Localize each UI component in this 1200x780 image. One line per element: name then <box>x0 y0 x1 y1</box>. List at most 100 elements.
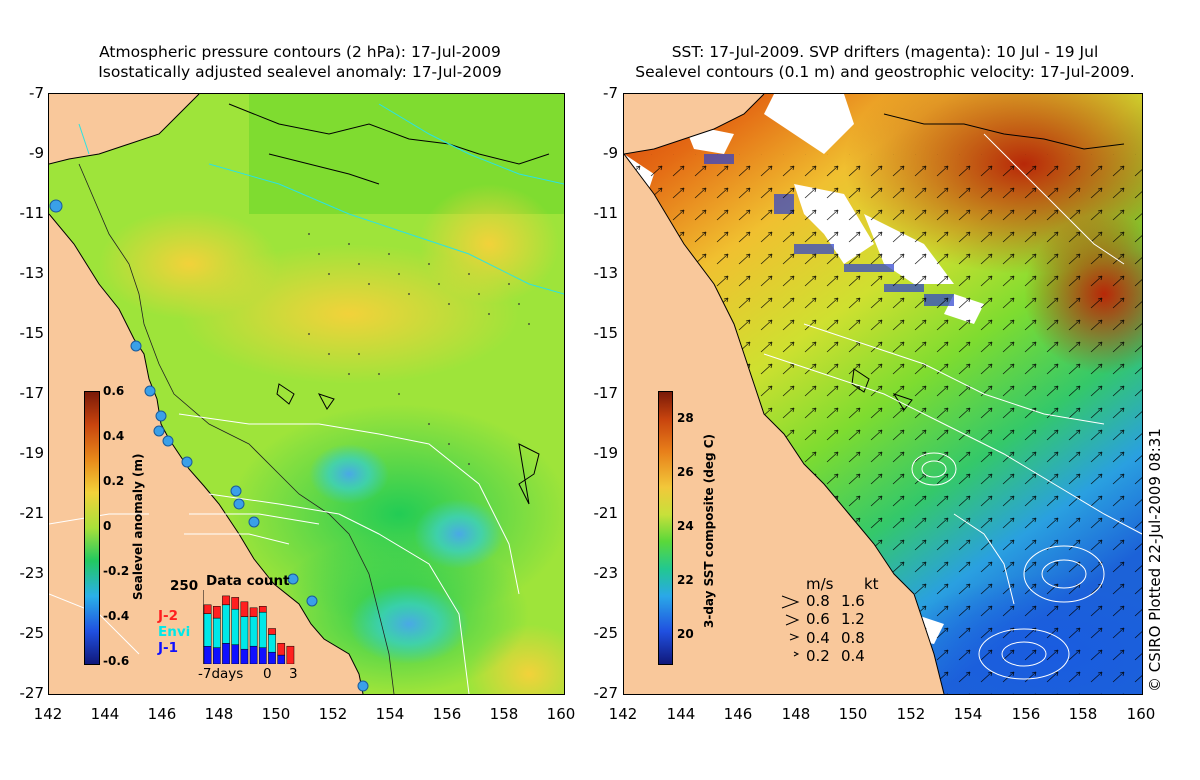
y-tick: -9 <box>603 144 618 162</box>
velocity-kt: 0.4 <box>841 647 865 665</box>
data-count-bars <box>203 590 295 664</box>
y-tick: -21 <box>19 504 45 522</box>
colorbar-tick: -0.4 <box>103 609 130 623</box>
colorbar-tick: 0 <box>103 519 112 533</box>
count-bar-envi <box>240 616 249 650</box>
count-bar-j-1 <box>203 645 212 664</box>
velocity-kt: 1.2 <box>841 610 865 628</box>
y-tick: -7 <box>29 84 44 102</box>
x-tick: 144 <box>666 705 696 723</box>
colorbar-tick: 0.2 <box>103 474 125 488</box>
count-bar-j-1 <box>268 651 276 664</box>
y-tick: -17 <box>19 384 45 402</box>
sealevel-anomaly-map <box>48 93 565 695</box>
velocity-ms: 0.2 <box>806 647 830 665</box>
count-bar-envi <box>268 634 276 653</box>
count-bar-j-1 <box>231 644 240 664</box>
data-count-max: 250 <box>170 578 199 594</box>
y-tick: -9 <box>29 144 44 162</box>
left-title-line2: Isostatically adjusted sealevel anomaly:… <box>98 63 502 81</box>
y-tick: -23 <box>19 564 45 582</box>
y-tick: -11 <box>593 204 619 222</box>
y-tick: -15 <box>19 324 45 342</box>
copyright-text: © CSIRO Plotted 22-Jul-2009 08:31 <box>1146 428 1164 692</box>
x-tick: 156 <box>1011 705 1041 723</box>
sst-map <box>623 93 1143 695</box>
x-tick: 158 <box>489 705 519 723</box>
count-bar-j-2 <box>240 601 249 617</box>
velocity-unit-kt: kt <box>864 575 879 593</box>
y-tick: -25 <box>593 624 619 642</box>
x-tick: 146 <box>723 705 753 723</box>
count-bar-j-2 <box>286 645 295 664</box>
x-tick: 154 <box>953 705 983 723</box>
x-tick: 152 <box>318 705 348 723</box>
x-tick: 148 <box>781 705 811 723</box>
x-label-days: -7days <box>198 666 244 682</box>
x-tick: 148 <box>204 705 234 723</box>
count-bar-envi <box>203 613 212 647</box>
left-map-title: Atmospheric pressure contours (2 hPa): 1… <box>50 42 550 82</box>
y-tick: -23 <box>593 564 619 582</box>
count-bar-j-2 <box>203 604 212 614</box>
colorbar-label: Sealevel anomaly (m) <box>131 453 145 600</box>
colorbar-label: 3-day SST composite (deg C) <box>702 433 716 628</box>
count-bar-j-2 <box>268 628 276 635</box>
x-tick: 142 <box>608 705 638 723</box>
legend-j1: J-1 <box>158 640 179 656</box>
colorbar-tick: 22 <box>677 573 694 587</box>
x-tick: 144 <box>90 705 120 723</box>
count-bar-envi <box>212 617 221 648</box>
y-tick: -19 <box>19 444 45 462</box>
count-bar-envi <box>249 616 258 647</box>
y-tick: -13 <box>593 264 619 282</box>
x-tick: 158 <box>1068 705 1098 723</box>
count-bar-j-2 <box>277 643 286 656</box>
right-title-line1: SST: 17-Jul-2009. SVP drifters (magenta)… <box>671 43 1099 61</box>
colorbar-tick: -0.2 <box>103 564 130 578</box>
colorbar-tick: 20 <box>677 627 694 641</box>
y-tick: -21 <box>593 504 619 522</box>
x-tick: 156 <box>432 705 462 723</box>
x-tick: 154 <box>375 705 405 723</box>
velocity-kt: 1.6 <box>841 592 865 610</box>
x-tick: 142 <box>33 705 63 723</box>
count-bar-j-2 <box>249 607 258 617</box>
count-bar-j-2 <box>231 597 240 610</box>
count-bar-envi <box>231 608 240 645</box>
left-title-line1: Atmospheric pressure contours (2 hPa): 1… <box>99 43 501 61</box>
y-tick: -19 <box>593 444 619 462</box>
colorbar-tick: 0.6 <box>103 384 125 398</box>
x-tick: 150 <box>838 705 868 723</box>
sst-colorbar <box>658 391 673 665</box>
velocity-ms: 0.4 <box>806 629 830 647</box>
colorbar-tick: 26 <box>677 465 694 479</box>
y-tick: -11 <box>19 204 45 222</box>
colorbar-tick: 24 <box>677 519 694 533</box>
legend-envi: Envi <box>158 624 191 640</box>
x-tick: 146 <box>147 705 177 723</box>
velocity-scale-arrows <box>781 595 800 657</box>
colorbar-tick: 0.4 <box>103 429 125 443</box>
y-tick: -27 <box>593 684 619 702</box>
velocity-unit-ms: m/s <box>806 575 834 593</box>
x-tick: 150 <box>261 705 291 723</box>
count-bar-j-1 <box>249 645 258 664</box>
colorbar-tick: 28 <box>677 411 694 425</box>
x-label-zero: 0 <box>263 666 272 682</box>
x-tick: 152 <box>896 705 926 723</box>
x-tick: 160 <box>1126 705 1156 723</box>
y-tick: -13 <box>19 264 45 282</box>
count-bar-j-2 <box>258 606 267 613</box>
x-label-three: 3 <box>289 666 298 682</box>
colorbar-tick: -0.6 <box>103 654 130 668</box>
data-count-title: Data count <box>206 573 290 589</box>
count-bar-j-1 <box>222 643 230 664</box>
count-bar-j-1 <box>212 647 221 664</box>
count-bar-envi <box>258 611 267 648</box>
count-bar-envi <box>222 604 230 644</box>
x-tick: 160 <box>546 705 576 723</box>
count-bar-j-2 <box>222 595 230 606</box>
velocity-kt: 0.8 <box>841 629 865 647</box>
y-tick: -17 <box>593 384 619 402</box>
